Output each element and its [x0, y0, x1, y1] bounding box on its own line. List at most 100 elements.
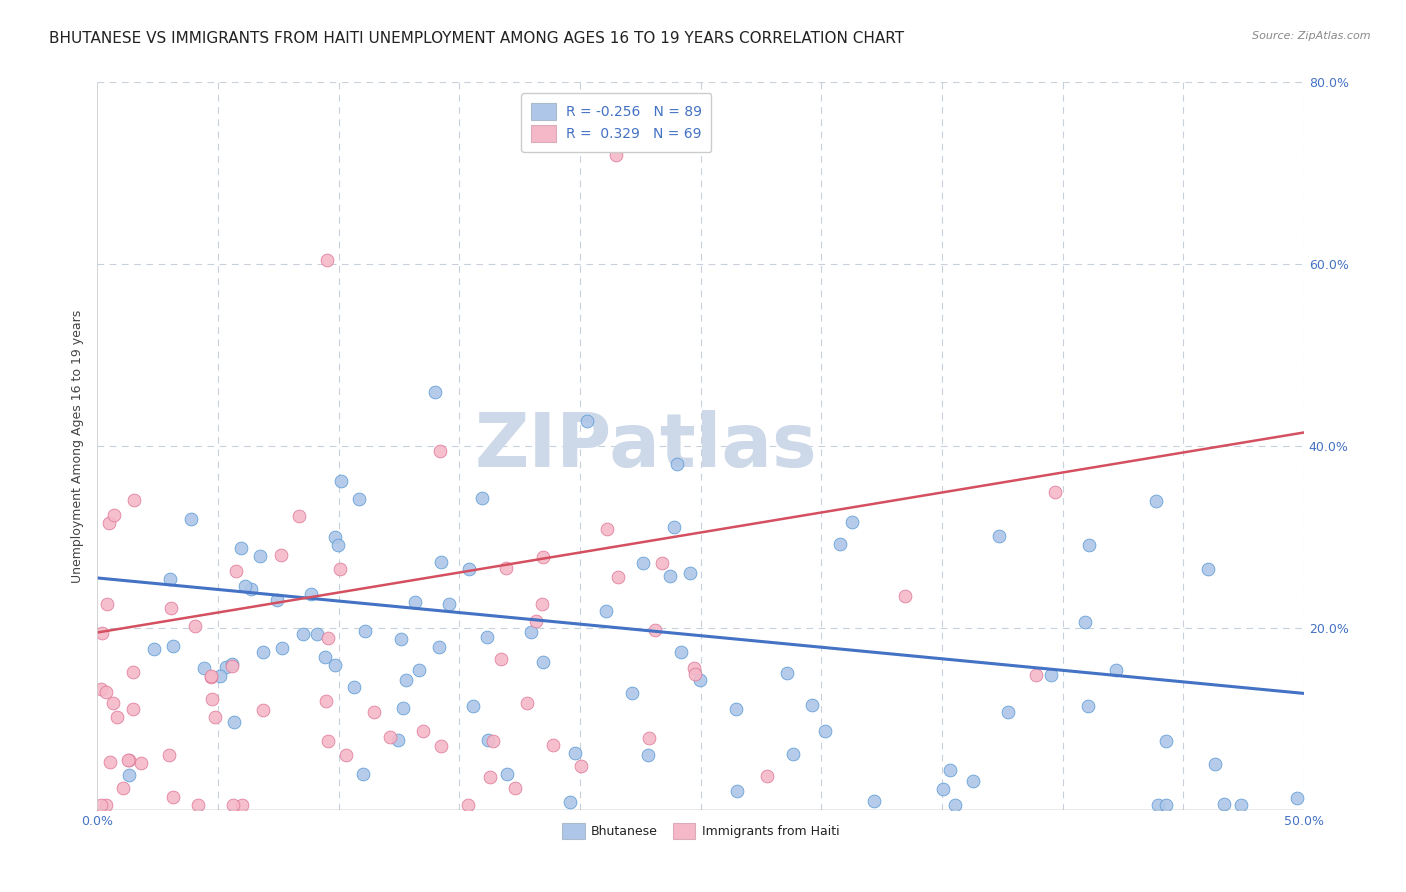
Point [201, 692, 224, 706]
Point [291, 627, 314, 641]
Point [481, 733, 503, 747]
Point [315, 694, 337, 708]
Point [429, 443, 451, 458]
Point [222, 798, 245, 813]
Point [408, 663, 430, 677]
Point [204, 710, 226, 724]
Point [209, 669, 232, 683]
Point [122, 665, 145, 679]
Point [725, 702, 748, 716]
Point [162, 790, 184, 805]
Point [233, 579, 256, 593]
Point [98, 756, 121, 770]
Point [187, 798, 209, 813]
Point [323, 657, 346, 672]
Point [638, 731, 661, 745]
Point [595, 604, 617, 618]
Point [118, 768, 141, 782]
Point [471, 491, 494, 505]
Point [520, 625, 543, 640]
Text: BHUTANESE VS IMMIGRANTS FROM HAITI UNEMPLOYMENT AMONG AGES 16 TO 19 YEARS CORREL: BHUTANESE VS IMMIGRANTS FROM HAITI UNEMP… [49, 31, 904, 46]
Text: ZIPatlas: ZIPatlas [475, 409, 818, 483]
Point [121, 702, 143, 716]
Point [1156, 798, 1178, 813]
Point [644, 623, 666, 637]
Point [335, 747, 357, 762]
Point [679, 566, 702, 581]
Y-axis label: Unemployment Among Ages 16 to 19 years: Unemployment Among Ages 16 to 19 years [72, 310, 84, 582]
Point [491, 652, 513, 666]
Point [725, 784, 748, 798]
Point [323, 530, 346, 544]
Point [830, 537, 852, 551]
Point [143, 641, 166, 656]
Point [894, 590, 917, 604]
Point [1025, 668, 1047, 682]
Point [516, 697, 538, 711]
Point [225, 564, 247, 578]
Point [184, 619, 207, 633]
Text: Source: ZipAtlas.com: Source: ZipAtlas.com [1253, 31, 1371, 41]
Point [425, 384, 447, 399]
Point [118, 753, 141, 767]
Point [318, 631, 340, 645]
Point [458, 562, 481, 576]
Point [987, 528, 1010, 542]
Point [326, 538, 349, 552]
Point [392, 701, 415, 715]
Point [776, 665, 799, 680]
Point [329, 562, 352, 576]
Point [240, 582, 263, 597]
Point [457, 798, 479, 813]
Point [427, 640, 450, 654]
Point [105, 709, 128, 723]
Point [221, 659, 243, 673]
Point [814, 723, 837, 738]
Point [1204, 756, 1226, 771]
Point [782, 747, 804, 761]
Point [530, 597, 553, 611]
Point [541, 738, 564, 752]
Point [329, 474, 352, 488]
Point [343, 680, 366, 694]
Point [94, 684, 117, 698]
Point [596, 522, 619, 536]
Point [271, 640, 294, 655]
Point [221, 657, 243, 671]
Point [558, 795, 581, 809]
Point [862, 794, 884, 808]
Point [94, 798, 117, 813]
Point [249, 549, 271, 564]
Point [1073, 615, 1095, 630]
Point [354, 624, 377, 638]
Point [200, 669, 222, 683]
Point [90, 681, 112, 696]
Point [1077, 699, 1099, 714]
Point [363, 705, 385, 719]
Point [478, 770, 501, 784]
Point [111, 780, 134, 795]
Point [1197, 562, 1219, 576]
Point [103, 508, 125, 522]
Point [1154, 734, 1177, 748]
Point [157, 747, 180, 762]
Legend: Bhutanese, Immigrants from Haiti: Bhutanese, Immigrants from Haiti [557, 818, 844, 844]
Point [671, 645, 693, 659]
Point [299, 587, 322, 601]
Point [662, 520, 685, 534]
Point [96, 597, 118, 611]
Point [90, 798, 112, 813]
Point [531, 655, 554, 669]
Point [389, 632, 412, 646]
Point [307, 627, 329, 641]
Point [531, 550, 554, 565]
Point [659, 569, 682, 583]
Point [129, 756, 152, 770]
Point [437, 598, 460, 612]
Point [637, 748, 659, 763]
Point [98, 516, 121, 530]
Point [101, 696, 124, 710]
Point [633, 556, 655, 570]
Point [620, 686, 643, 700]
Point [683, 666, 706, 681]
